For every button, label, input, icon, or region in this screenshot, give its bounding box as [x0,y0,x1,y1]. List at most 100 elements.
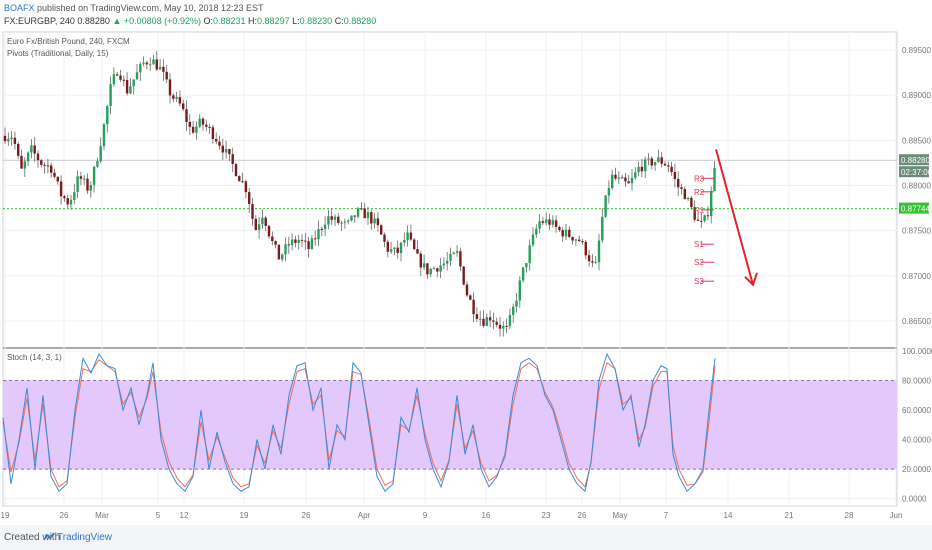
candle-body [680,187,683,189]
candle-body [591,261,594,263]
candle-body [99,146,102,162]
projection-arrow[interactable] [715,149,758,287]
level-tag-text: 0.87744 [901,205,930,214]
candle-body [350,215,353,221]
symbol-label[interactable]: FX:EURGBP, 240 [4,16,75,26]
candle-body [465,284,469,296]
stoch-tick-label: 60.0000 [902,406,931,415]
candle-body [83,178,86,180]
candle-body [700,220,703,222]
candle-body [290,239,294,246]
candle-body [244,181,248,193]
pivot-label: S3 [694,277,704,286]
candle-body [294,239,297,243]
candle-body [277,244,281,260]
candle-body [548,219,551,225]
candle-body [347,220,350,222]
candle-body [17,143,20,156]
candle-body [561,230,564,237]
candle-body [627,181,630,184]
candle-body [515,300,518,307]
candle-body [472,299,475,315]
author-link[interactable]: BOAFX [4,3,35,13]
stoch-axis[interactable]: 0.0000 20.0000 40.0000 60.0000 80.0000 100.00… [902,347,932,504]
candle-body [396,247,399,253]
candle-body [419,253,422,268]
candle-body [492,320,495,322]
candle-body [89,185,92,191]
candle-body [667,165,670,167]
candle-body [7,138,10,142]
candlestick-series [3,51,716,337]
time-tick-label: 7 [664,511,669,520]
candle-body [340,222,343,224]
candle-body [343,221,347,223]
candle-body [76,176,79,193]
candle-body [650,158,653,166]
candle-body [284,244,287,255]
candle-body [663,163,667,166]
candle-body [482,318,485,326]
candle-body [3,135,7,142]
candle-body [673,172,677,179]
candle-body [624,177,627,182]
candle-body [617,177,620,179]
stoch-legend[interactable]: Stoch (14, 3, 1) [7,353,62,362]
high-value: 0.88297 [257,16,290,26]
candle-body [502,325,505,329]
time-tick-label: 14 [724,511,733,520]
candle-body [145,62,149,65]
candle-body [281,254,284,260]
candle-body [142,62,145,64]
candle-body [178,97,182,104]
open-label: O: [203,16,213,26]
candle-body [449,254,452,261]
candle-body [314,238,317,240]
candle-body [505,325,508,327]
candle-body [195,126,198,133]
candle-body [571,236,574,241]
candle-body [541,221,545,223]
candle-body [597,240,601,263]
close-label: C: [334,16,344,26]
candle-body [40,160,43,165]
time-axis[interactable]: 19 26 Mar 5 12 19 26 Apr 9 16 23 26 May 7 14 21 28 Jun [1,511,903,520]
candle-body [459,251,462,267]
candle-body [521,267,525,281]
candle-body [198,118,201,127]
candle-body [558,226,561,231]
time-tick-label: 19 [240,511,249,520]
candle-body [485,317,488,326]
candle-body [53,172,56,177]
candle-body [469,295,472,300]
candle-body [713,168,716,192]
candle-body [495,321,498,325]
candle-body [327,216,330,225]
candle-body [92,166,96,186]
candle-body [165,71,168,80]
candle-body [528,245,531,264]
price-legend-title[interactable]: Euro Fx/British Pound, 240, FXCM [7,37,130,46]
price-tick-label: 0.86500 [902,317,931,326]
candle-body [574,239,578,241]
candle-body [452,252,455,255]
pivot-label: R3 [694,174,705,183]
time-tick-label: 26 [60,511,69,520]
candle-body [330,216,333,220]
candle-body [683,188,686,200]
tradingview-brand[interactable]: TradingView [57,532,113,543]
price-axis[interactable]: 0.86500 0.87000 0.87500 0.88000 0.88500 0.890… [902,46,931,326]
candle-body [228,148,231,155]
candle-body [409,232,413,240]
candle-body [274,241,277,245]
pivots-legend[interactable]: Pivots (Traditional, Daily, 15) [7,49,109,58]
candle-body [706,215,710,217]
candle-body [132,79,135,87]
chart-canvas[interactable]: R3 R2 R1 S1 S2 S3 Euro Fx/British Pound, 240,… [0,30,932,525]
candle-body [690,197,693,208]
time-tick-label: 9 [423,511,428,520]
candle-body [439,265,442,272]
candle-body [86,178,89,191]
candle-body [188,121,191,127]
time-tick-label: 26 [302,511,311,520]
